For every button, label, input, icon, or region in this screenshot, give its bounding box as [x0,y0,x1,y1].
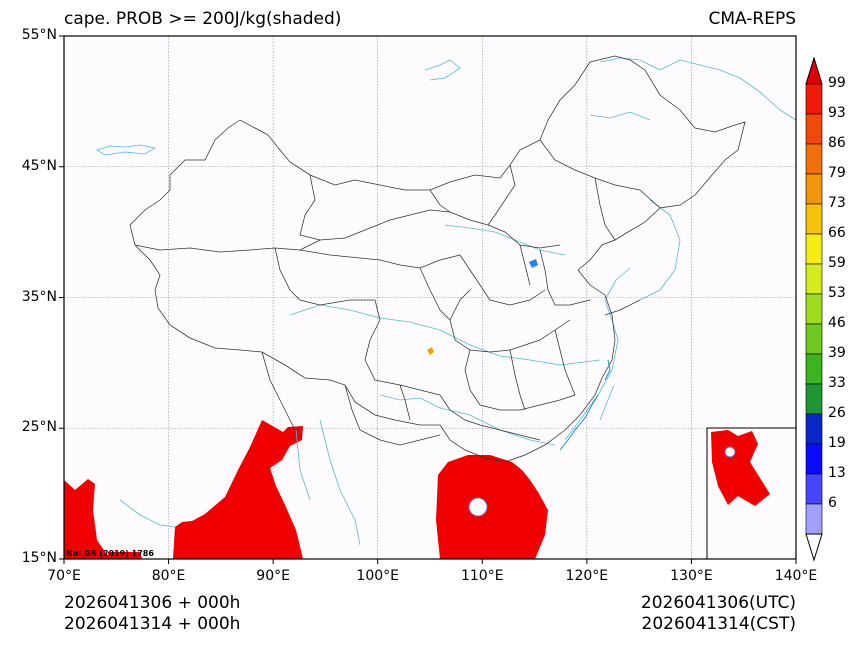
lon-tick-label: 130°E [670,568,713,584]
colorbar-tick-label: 33 [828,375,846,391]
shaded-probability-areas [64,259,770,559]
colorbar-segment [805,233,823,265]
colorbar-segment [805,83,823,115]
hainan-island [468,497,488,517]
colorbar-tick-label: 93 [828,105,846,121]
colorbar-segment [805,383,823,415]
lon-tick-label: 90°E [256,568,290,584]
colorbar-segment [805,413,823,445]
lat-tick-label: 25°N [21,419,57,436]
colorbar-segment [805,293,823,325]
model-name: CMA-REPS [708,9,796,29]
colorbar-tick-label: 46 [828,315,846,331]
lat-tick-label: 55°N [21,27,57,43]
init-time-utc: 2026041306 + 000h [64,593,241,613]
shade-sw-corner [108,552,142,559]
init-time-cst: 2026041314 + 000h [64,614,241,634]
lon-tick-label: 70°E [47,568,81,584]
inset-island [724,446,736,458]
colorbar-segment [805,263,823,295]
axis-ticks [59,35,797,564]
colorbar [805,56,823,562]
colorbar-segment [805,173,823,205]
shade-sichuan-spot [427,347,434,355]
lon-tick-label: 120°E [565,568,609,584]
lon-tick-label: 110°E [460,568,504,584]
colorbar-tick-label: 79 [828,165,846,181]
colorbar-segment [805,323,823,355]
colorbar-segment [805,443,823,475]
map-credit: No: GS (2019) 1786 [66,549,154,558]
lat-tick-label: 15°N [21,550,57,566]
lat-tick-label: 45°N [21,157,57,174]
colorbar-tick-label: 13 [828,465,846,481]
colorbar-segment [805,143,823,175]
lon-tick-label: 80°E [151,568,186,584]
valid-time-block: 2026041306(UTC) 2026041314(CST) [641,593,796,635]
colorbar-tick-label: 73 [828,195,846,211]
colorbar-segment [805,353,823,385]
province-borders [129,55,746,463]
shade-south-china-sea [436,455,548,559]
valid-time-cst: 2026041314(CST) [641,614,796,634]
colorbar-tick-label: 26 [828,405,846,421]
colorbar-tick-label: 6 [828,495,837,511]
colorbar-segment [805,203,823,235]
shade-bay-of-bengal [173,420,303,559]
lon-tick-label: 140°E [774,568,818,584]
colorbar-segment [805,473,823,505]
colorbar-tick-label: 59 [828,255,846,271]
colorbar-tick-label: 53 [828,285,846,301]
colorbar-segment [805,503,823,535]
rivers-and-coasts [96,57,797,546]
colorbar-segment [805,113,823,145]
colorbar-tick-label: 99 [828,75,846,91]
colorbar-tick-label: 39 [828,345,846,361]
init-time-block: 2026041306 + 000h 2026041314 + 000h [64,593,240,635]
colorbar-tick-label: 66 [828,225,846,241]
colorbar-tick-label: 19 [828,435,846,451]
colorbar-min-arrow [805,533,823,562]
china-outline [129,55,746,463]
shade-arabian-sea [64,479,110,559]
colorbar-max-arrow [805,56,823,85]
shade-north-spot [529,259,538,268]
valid-time-utc: 2026041306(UTC) [640,593,796,613]
map-title: cape. PROB >= 200J/kg(shaded) [64,9,342,29]
lon-tick-label: 100°E [356,568,399,584]
lat-tick-label: 35°N [21,288,57,305]
colorbar-tick-label: 86 [828,135,846,151]
coastal-details [559,359,611,451]
